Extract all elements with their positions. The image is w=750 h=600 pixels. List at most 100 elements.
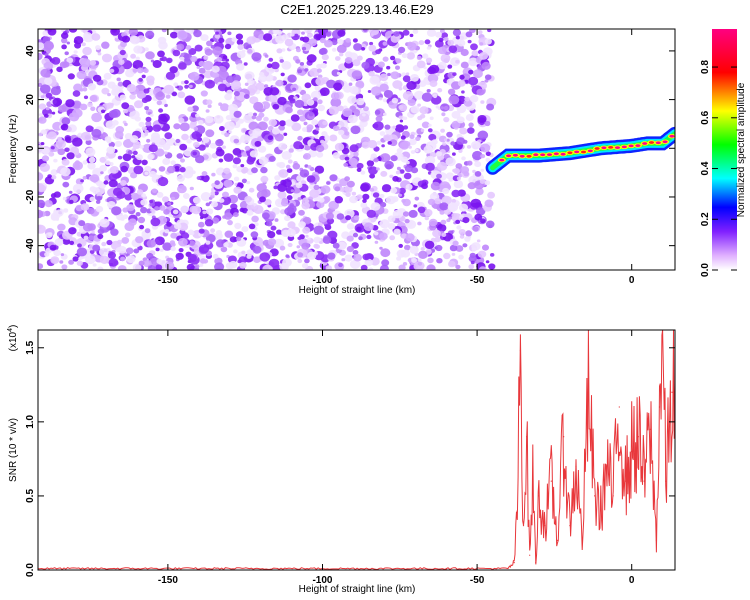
noise-speck (487, 29, 492, 33)
snr-y-multiplier-open: (x10 (8, 331, 19, 351)
noise-speck (460, 166, 470, 174)
noise-speck (164, 229, 170, 234)
noise-speck (318, 197, 325, 203)
noise-speck (400, 135, 406, 140)
snr-series (38, 330, 675, 570)
noise-speck (387, 72, 391, 77)
noise-speck (141, 193, 147, 198)
noise-speck (43, 61, 54, 70)
noise-speck (259, 196, 266, 203)
snr-point (649, 428, 651, 430)
noise-speck (104, 136, 112, 142)
snr-point (624, 480, 627, 482)
noise-speck (166, 221, 172, 227)
noise-speck (267, 238, 277, 246)
noise-speck (82, 222, 93, 232)
noise-speck (457, 80, 466, 87)
noise-speck (206, 99, 213, 105)
noise-speck (99, 218, 110, 228)
noise-speck (295, 182, 303, 189)
noise-speck (177, 184, 187, 194)
noise-speck (317, 99, 323, 105)
noise-speck (402, 75, 411, 83)
noise-speck (60, 167, 71, 177)
noise-speck (158, 115, 168, 125)
noise-speck (379, 131, 386, 136)
noise-speck (189, 84, 193, 88)
noise-speck (158, 166, 166, 172)
noise-speck (116, 239, 123, 245)
noise-speck (87, 207, 95, 215)
noise-speck (200, 34, 209, 42)
noise-speck (381, 184, 392, 193)
noise-speck (360, 202, 368, 209)
noise-speck (350, 125, 361, 135)
noise-speck (349, 144, 359, 153)
signal-peak (614, 146, 621, 150)
noise-speck (277, 96, 287, 106)
noise-speck (62, 238, 71, 245)
noise-speck (282, 258, 292, 267)
noise-speck (470, 260, 475, 265)
noise-speck (326, 181, 331, 185)
noise-speck (299, 169, 310, 178)
noise-speck (475, 187, 484, 196)
noise-speck (187, 254, 197, 262)
snr-point (631, 450, 633, 453)
noise-speck (437, 88, 443, 93)
noise-speck (480, 168, 485, 172)
noise-speck (80, 203, 90, 211)
noise-speck (303, 153, 311, 160)
noise-speck (469, 60, 476, 66)
noise-speck (404, 218, 410, 224)
noise-speck (443, 105, 449, 111)
noise-speck (356, 167, 362, 172)
noise-speck (64, 147, 70, 153)
noise-speck (260, 166, 268, 174)
noise-speck (297, 197, 302, 201)
noise-speck (192, 151, 197, 156)
noise-speck (316, 201, 325, 209)
noise-speck (218, 37, 225, 44)
noise-speck (329, 174, 338, 182)
noise-speck (393, 228, 401, 235)
noise-speck (240, 164, 245, 168)
noise-speck (44, 200, 53, 208)
noise-speck (176, 174, 185, 182)
noise-speck (253, 205, 264, 214)
noise-speck (135, 212, 141, 217)
signal-peak (601, 146, 607, 150)
noise-speck (138, 260, 145, 266)
noise-speck (176, 30, 188, 40)
noise-speck (47, 29, 57, 36)
noise-speck (180, 158, 185, 163)
noise-speck (352, 59, 361, 67)
noise-speck (368, 44, 377, 52)
noise-speck (443, 36, 449, 42)
noise-speck (154, 236, 165, 246)
noise-speck (264, 84, 269, 88)
noise-speck (488, 263, 496, 270)
noise-speck (415, 136, 421, 141)
noise-speck (333, 82, 343, 91)
noise-speck (288, 148, 294, 153)
noise-speck (469, 95, 479, 103)
snr-x-axis-label: Height of straight line (km) (299, 584, 416, 595)
noise-speck (307, 237, 311, 241)
signal-peak (540, 153, 546, 157)
noise-speck (335, 56, 341, 61)
noise-speck (459, 74, 465, 80)
noise-speck (468, 76, 479, 86)
noise-speck (400, 249, 411, 258)
noise-speck (344, 156, 350, 161)
noise-speck (417, 258, 422, 262)
noise-speck (121, 237, 130, 244)
snr-point (658, 406, 661, 408)
noise-speck (338, 262, 343, 268)
noise-speck (150, 208, 155, 212)
noise-speck (485, 260, 490, 264)
noise-speck (281, 48, 286, 52)
noise-speck (326, 217, 335, 225)
noise-speck (380, 29, 387, 32)
noise-speck (247, 78, 255, 85)
